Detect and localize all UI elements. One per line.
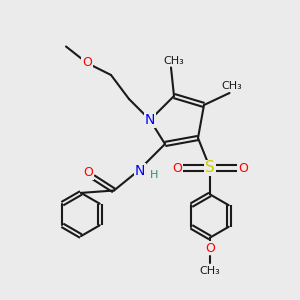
Text: N: N — [135, 164, 145, 178]
Text: O: O — [172, 161, 182, 175]
Text: H: H — [150, 170, 159, 181]
Text: O: O — [238, 161, 248, 175]
Text: CH₃: CH₃ — [221, 81, 242, 92]
Text: CH₃: CH₃ — [163, 56, 184, 66]
Text: O: O — [84, 166, 93, 179]
Text: O: O — [205, 242, 215, 255]
Text: S: S — [205, 160, 215, 175]
Text: O: O — [82, 56, 92, 70]
Text: CH₃: CH₃ — [200, 266, 220, 276]
Text: N: N — [145, 113, 155, 127]
